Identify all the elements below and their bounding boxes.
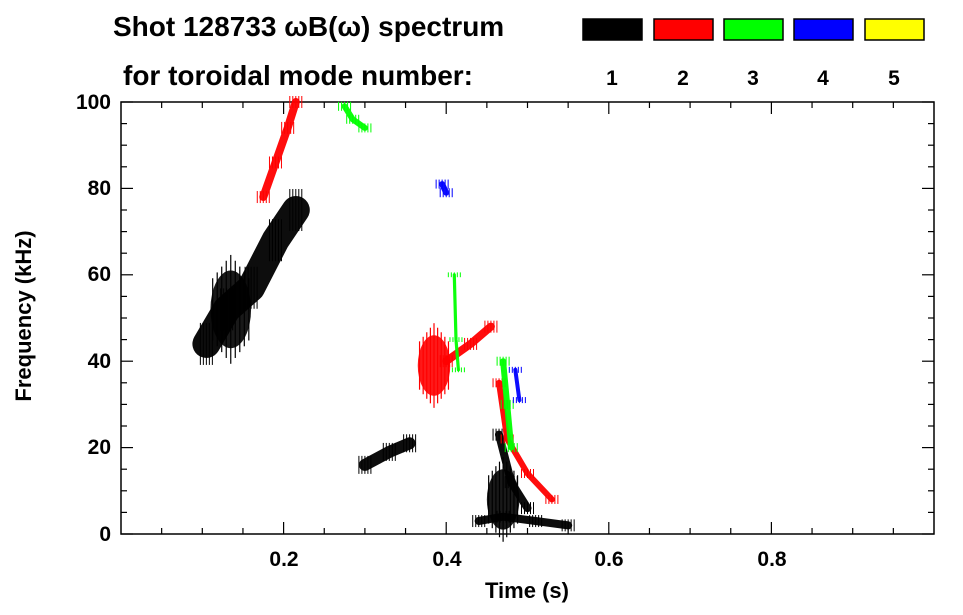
y-tick-label: 20 bbox=[88, 436, 111, 459]
y-axis-label: Frequency (kHz) bbox=[11, 230, 36, 401]
chart-title: Shot 128733 ωB(ω) spectrum bbox=[113, 11, 504, 42]
legend: 1 2 3 4 5 bbox=[582, 18, 925, 90]
legend-swatch-mode-1 bbox=[582, 18, 643, 41]
y-tick-label: 100 bbox=[76, 91, 111, 114]
mode-4-band bbox=[439, 181, 450, 196]
legend-swatch-mode-4 bbox=[793, 18, 854, 41]
y-tick-label: 0 bbox=[99, 523, 111, 546]
mode-4-band bbox=[513, 367, 522, 403]
legend-swatch-mode-2 bbox=[653, 18, 714, 41]
y-tick-label: 80 bbox=[88, 177, 111, 200]
legend-caption: for toroidal mode number: bbox=[123, 60, 473, 91]
mode-4-series bbox=[435, 179, 526, 404]
x-tick-label: 0.4 bbox=[432, 548, 462, 571]
legend-swatch-mode-5 bbox=[864, 18, 925, 41]
x-axis-label: Time (s) bbox=[485, 578, 569, 603]
legend-label-mode-3: 3 bbox=[747, 67, 759, 90]
mode-2-band bbox=[442, 322, 495, 366]
x-tick-label: 0.8 bbox=[757, 548, 787, 571]
legend-label-mode-1: 1 bbox=[606, 67, 618, 90]
legend-swatch-mode-3 bbox=[723, 18, 784, 41]
mode-2-band bbox=[259, 98, 300, 201]
legend-label-mode-5: 5 bbox=[888, 67, 900, 90]
y-tick-label: 40 bbox=[88, 350, 111, 373]
x-tick-labels: 0.2 0.4 0.6 0.8 bbox=[269, 548, 787, 571]
y-tick-label: 60 bbox=[88, 263, 111, 286]
y-tick-labels: 0 20 40 60 80 100 bbox=[76, 91, 111, 546]
x-tick-label: 0.6 bbox=[594, 548, 623, 571]
spectrum-features bbox=[192, 96, 575, 542]
x-tick-label: 0.2 bbox=[269, 548, 298, 571]
mode-2-series bbox=[256, 96, 559, 504]
mode-1-series bbox=[192, 189, 575, 542]
axis-ticks bbox=[121, 101, 934, 535]
legend-label-mode-4: 4 bbox=[817, 67, 829, 90]
mode-2-band bbox=[496, 379, 555, 503]
mode-3-series bbox=[338, 101, 518, 453]
mode-1-band bbox=[358, 437, 416, 471]
legend-label-mode-2: 2 bbox=[677, 67, 689, 90]
